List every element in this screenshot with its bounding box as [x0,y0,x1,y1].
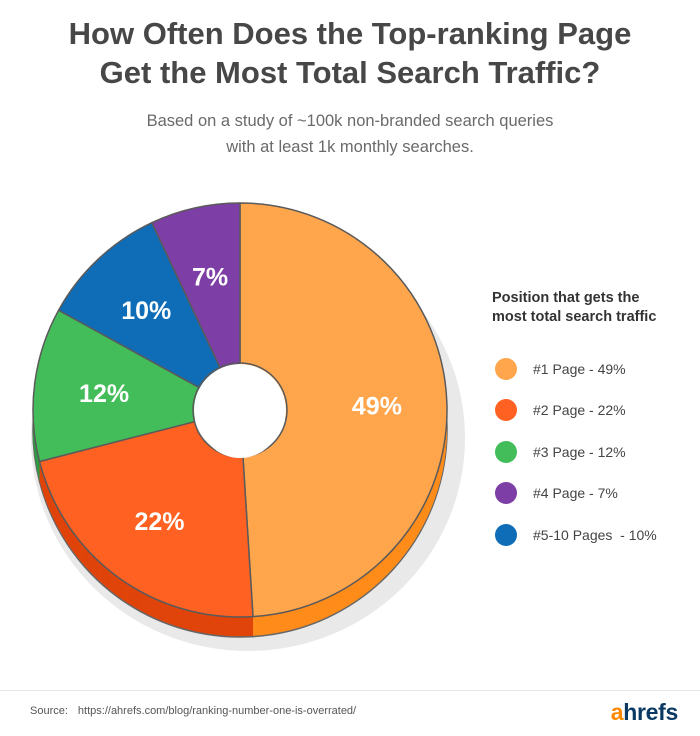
legend-swatch [495,399,517,422]
data-label: 22% [134,508,184,536]
data-label: 49% [352,393,402,421]
legend-item: #3 Page - 12% [492,431,692,473]
legend-swatch [495,482,517,505]
chart-subtitle-line-1: Based on a study of ~100k non-branded se… [146,112,554,130]
legend-title: Position that gets the most total search… [492,289,692,327]
legend-label: #3 Page - 12% [533,443,626,460]
legend-label: #2 Page - 22% [533,402,626,419]
logo-wordmark: hrefs [623,699,678,725]
legend-title-line-1: Position that gets the [492,290,640,306]
data-label: 10% [121,297,171,325]
legend: Position that gets the most total search… [492,289,692,556]
legend-label: #1 Page - 49% [533,360,626,377]
slice-2-page [38,420,254,618]
legend-items: #1 Page - 49% #2 Page - 22% #3 Page - 12… [492,348,692,556]
logo-letter-a: a [610,699,624,725]
chart-title-line-1: How Often Does the Top-ranking Page [68,16,632,51]
slice-1-page [239,202,448,618]
legend-item: #1 Page - 49% [492,348,692,390]
chart-title: How Often Does the Top-ranking Page Get … [0,14,700,92]
source-label: Source: [30,705,68,717]
donut-chart: 49% 22% 12% 10% 7% [31,202,465,651]
slice-3-page [32,309,200,463]
legend-label: #5-10 Pages - 10% [533,526,657,543]
slice-5-10-pages [57,221,221,389]
legend-item: #5-10 Pages - 10% [492,514,692,556]
donut-hole-inner [199,376,281,458]
chart-title-line-2: Get the Most Total Search Traffic? [99,55,601,90]
slice-4-page [151,202,241,369]
footer-divider [0,690,700,691]
data-label: 12% [79,380,129,408]
legend-swatch [495,357,517,380]
legend-title-line-2: most total search traffic [492,309,657,325]
chart-subtitle-line-2: with at least 1k monthly searches. [226,138,474,156]
legend-item: #2 Page - 22% [492,390,692,432]
source-note: Source: https://ahrefs.com/blog/ranking-n… [30,705,356,717]
legend-item: #4 Page - 7% [492,473,692,515]
footer: Source: https://ahrefs.com/blog/ranking-n… [0,690,700,736]
ahrefs-logo: ahrefs [610,699,679,726]
legend-swatch [495,440,517,463]
data-label: 7% [192,263,228,291]
chart-subtitle: Based on a study of ~100k non-branded se… [0,108,700,160]
legend-label: #4 Page - 7% [533,485,618,502]
legend-swatch [495,523,517,546]
source-link[interactable]: https://ahrefs.com/blog/ranking-number-o… [77,705,357,717]
